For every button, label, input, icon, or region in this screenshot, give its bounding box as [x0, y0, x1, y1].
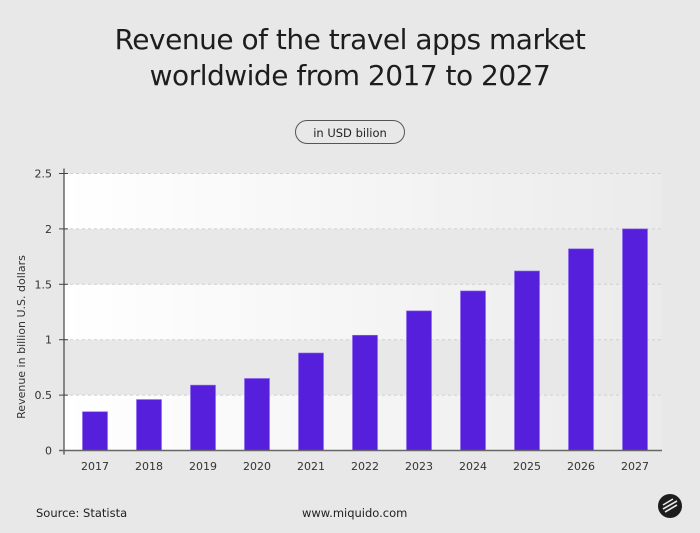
x-tick-label: 2019 [189, 460, 217, 473]
grid-band [64, 173, 662, 229]
bar-2020 [244, 378, 270, 451]
x-tick-label: 2021 [297, 460, 325, 473]
x-tick-label: 2027 [621, 460, 649, 473]
x-tick-label: 2024 [459, 460, 487, 473]
x-tick-label: 2020 [243, 460, 271, 473]
y-tick-label: 0 [45, 445, 52, 458]
grid-band [64, 284, 662, 340]
x-tick-label: 2026 [567, 460, 595, 473]
website-text: www.miquido.com [302, 506, 408, 520]
y-tick-label: 0.5 [35, 389, 53, 402]
source-text: Source: Statista [36, 506, 128, 520]
y-axis-label: Revenue in billion U.S. dollars [15, 255, 28, 419]
title-line-2: worldwide from 2017 to 2027 [149, 59, 551, 92]
miquido-logo-icon [658, 494, 682, 518]
title-line-1: Revenue of the travel apps market [114, 23, 586, 56]
y-tick-label: 2 [45, 223, 52, 236]
bar-2022 [352, 334, 378, 451]
x-tick-label: 2018 [135, 460, 163, 473]
bar-2026 [568, 248, 594, 451]
bar-2025 [514, 270, 540, 451]
bar-2023 [406, 310, 432, 451]
bar-2018 [136, 399, 162, 451]
x-tick-label: 2023 [405, 460, 433, 473]
bar-2021 [298, 352, 324, 451]
bar-2024 [460, 290, 486, 451]
chart-title: Revenue of the travel apps market worldw… [0, 22, 700, 94]
grid-band [64, 228, 662, 285]
bar-2017 [82, 411, 108, 451]
bar-2027 [622, 228, 648, 451]
y-tick-label: 1.5 [35, 278, 53, 291]
x-tick-label: 2025 [513, 460, 541, 473]
y-tick-label: 1 [45, 334, 52, 347]
x-tick-label: 2022 [351, 460, 379, 473]
unit-badge: in USD bilion [295, 120, 405, 144]
y-tick-label: 2.5 [35, 168, 53, 181]
bar-2019 [190, 384, 216, 451]
bar-chart: 0 0.5 1 1.5 2 2.5 2017 2018 2019 2020 2021 2022 2023… [15, 168, 662, 473]
x-tick-label: 2017 [81, 460, 109, 473]
